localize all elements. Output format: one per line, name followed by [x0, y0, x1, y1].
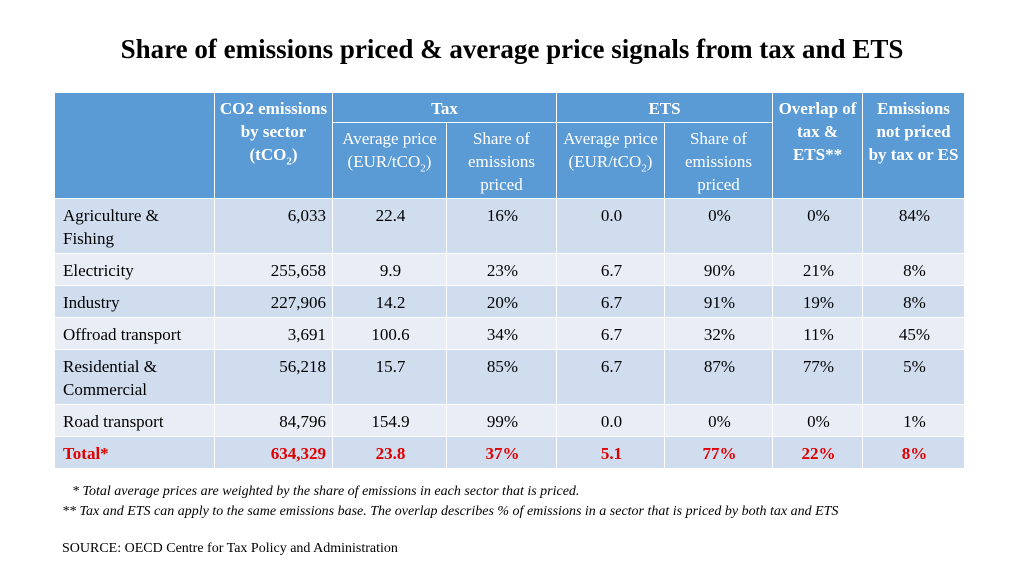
cell-overlap: 0%: [772, 404, 864, 437]
cell-ets-share: 87%: [663, 349, 774, 405]
cell-tax-share: 34%: [446, 317, 557, 350]
header-tax-avg-unit: (EUR/tCO2): [347, 152, 432, 175]
cell-not-priced: 84%: [862, 198, 966, 254]
cell-ets-price: 5.1: [556, 436, 665, 469]
total-row: Total* 634,329 23.8 37% 5.1 77% 22% 8%: [54, 436, 966, 469]
footnote-weighted: * Total average prices are weighted by t…: [72, 484, 580, 499]
footnote-overlap: ** Tax and ETS can apply to the same emi…: [62, 504, 839, 519]
cell-sector: Road transport: [54, 404, 215, 437]
cell-ets-share: 90%: [663, 253, 774, 286]
cell-sector: Industry: [54, 285, 215, 318]
cell-tax-price: 100.6: [332, 317, 447, 350]
cell-co2: 84,796: [214, 404, 333, 437]
cell-not-priced: 8%: [862, 253, 966, 286]
table-row: Agriculture & Fishing 6,033 22.4 16% 0.0…: [54, 198, 966, 254]
cell-overlap: 11%: [772, 317, 864, 350]
header-overlap: Overlap of tax & ETS**: [772, 92, 864, 199]
cell-ets-price: 6.7: [556, 285, 665, 318]
cell-sector: Residential & Commercial: [54, 349, 215, 405]
page-title: Share of emissions priced & average pric…: [120, 34, 904, 64]
header-tax-avg-price: Average price (EUR/tCO2): [332, 122, 447, 199]
table-row: Residential & Commercial 56,218 15.7 85%…: [54, 349, 966, 405]
cell-tax-share: 37%: [446, 436, 557, 469]
header-tax: Tax: [332, 92, 557, 123]
cell-ets-share: 0%: [663, 404, 774, 437]
header-tax-share: Share of emissions priced: [446, 122, 557, 199]
cell-tax-price: 23.8: [332, 436, 447, 469]
cell-tax-price: 9.9: [332, 253, 447, 286]
cell-overlap: 22%: [772, 436, 864, 469]
cell-ets-share: 77%: [663, 436, 774, 469]
cell-overlap: 21%: [772, 253, 864, 286]
cell-ets-price: 0.0: [556, 404, 665, 437]
cell-ets-share: 0%: [663, 198, 774, 254]
cell-ets-price: 0.0: [556, 198, 665, 254]
cell-not-priced: 1%: [862, 404, 966, 437]
cell-co2: 6,033: [214, 198, 333, 254]
cell-tax-price: 154.9: [332, 404, 447, 437]
table-row: Electricity 255,658 9.9 23% 6.7 90% 21% …: [54, 253, 966, 286]
cell-sector: Offroad transport: [54, 317, 215, 350]
cell-not-priced: 45%: [862, 317, 966, 350]
cell-tax-share: 16%: [446, 198, 557, 254]
cell-tax-share: 20%: [446, 285, 557, 318]
cell-ets-price: 6.7: [556, 317, 665, 350]
header-ets-avg-unit: (EUR/tCO2): [568, 152, 653, 175]
table-row: Road transport 84,796 154.9 99% 0.0 0% 0…: [54, 404, 966, 437]
cell-sector: Total*: [54, 436, 215, 469]
cell-ets-price: 6.7: [556, 349, 665, 405]
cell-tax-price: 14.2: [332, 285, 447, 318]
header-sector: [54, 92, 215, 199]
table-row: Industry 227,906 14.2 20% 6.7 91% 19% 8%: [54, 285, 966, 318]
cell-not-priced: 5%: [862, 349, 966, 405]
header-co2-unit: (tCO2): [249, 145, 298, 168]
cell-co2: 255,658: [214, 253, 333, 286]
cell-overlap: 0%: [772, 198, 864, 254]
header-not-priced: Emissions not priced by tax or ES: [862, 92, 966, 199]
emissions-table: CO2 emissions by sector (tCO2) Tax ETS O…: [54, 92, 966, 469]
cell-ets-share: 32%: [663, 317, 774, 350]
cell-co2: 56,218: [214, 349, 333, 405]
cell-not-priced: 8%: [862, 436, 966, 469]
cell-tax-price: 22.4: [332, 198, 447, 254]
cell-tax-price: 15.7: [332, 349, 447, 405]
table-row: Offroad transport 3,691 100.6 34% 6.7 32…: [54, 317, 966, 350]
cell-ets-share: 91%: [663, 285, 774, 318]
header-ets: ETS: [555, 92, 774, 123]
cell-overlap: 77%: [772, 349, 864, 405]
header-co2: CO2 emissions by sector (tCO2): [214, 92, 333, 199]
cell-tax-share: 99%: [446, 404, 557, 437]
header-co2-label: CO2 emissions by sector: [219, 99, 328, 141]
cell-tax-share: 85%: [446, 349, 557, 405]
cell-overlap: 19%: [772, 285, 864, 318]
cell-co2: 227,906: [214, 285, 333, 318]
cell-sector: Electricity: [54, 253, 215, 286]
cell-not-priced: 8%: [862, 285, 966, 318]
header-ets-avg-price: Average price (EUR/tCO2): [556, 122, 665, 199]
cell-co2: 634,329: [214, 436, 333, 469]
cell-tax-share: 23%: [446, 253, 557, 286]
cell-co2: 3,691: [214, 317, 333, 350]
cell-ets-price: 6.7: [556, 253, 665, 286]
header-ets-share: Share of emissions priced: [663, 122, 774, 199]
cell-sector: Agriculture & Fishing: [54, 198, 215, 254]
source-note: SOURCE: OECD Centre for Tax Policy and A…: [62, 541, 398, 556]
